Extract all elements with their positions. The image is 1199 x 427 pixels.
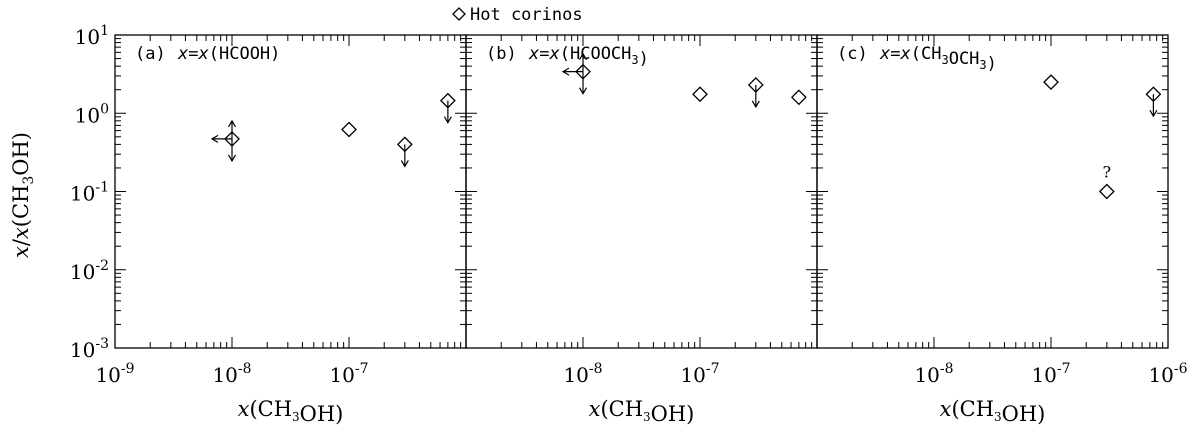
y-tick-label: 10-2 (70, 258, 109, 284)
plot-frame (114, 34, 467, 349)
data-point (1043, 74, 1059, 91)
diamond-marker (1098, 183, 1115, 200)
x-tick-label: 10-7 (329, 361, 368, 387)
x-tick-label: 10-6 (1148, 361, 1187, 387)
y-tick-label: 101 (75, 23, 109, 49)
panels-group: 10-9 10-8 10-7 10-3 10-2 10-1 100 101 x(CH3OH) (a… (70, 23, 1188, 426)
y-tick-label: 100 (75, 101, 109, 127)
up-arrowhead (578, 52, 588, 60)
down-arrowhead (578, 87, 588, 95)
panel-title: x=x(HCOOH) (177, 44, 280, 64)
x-tick-label: 10-9 (95, 361, 134, 387)
plot-frame (816, 34, 1169, 349)
data-point (1145, 86, 1162, 118)
panel-label: (c) (837, 44, 868, 64)
data-point (790, 89, 807, 106)
left-arrowhead (210, 134, 219, 143)
up-arrowhead (227, 119, 237, 128)
data-point (692, 86, 708, 103)
y-axis-label: x/x(CH3OH) (9, 132, 37, 258)
data-point: ? (1098, 163, 1115, 200)
x-axis-label: x(CH3OH) (238, 397, 344, 426)
legend: Hot corinos (452, 5, 583, 25)
y-tick-label: 10-3 (70, 336, 109, 362)
panel-title: x=x(CH3OCH3) (879, 44, 997, 74)
plot-frame (465, 34, 818, 349)
diamond-marker (1043, 74, 1059, 91)
panel-label: (b) (486, 44, 517, 64)
x-tick-label: 10-7 (1031, 361, 1070, 387)
panel-a: 10-9 10-8 10-7 10-3 10-2 10-1 100 101 x(CH3OH) (a… (70, 23, 467, 426)
x-axis-label: x(CH3OH) (589, 397, 695, 426)
down-arrowhead (751, 100, 760, 109)
legend-diamond-marker (452, 7, 466, 21)
down-arrowhead (443, 116, 452, 124)
down-arrowhead (227, 154, 237, 163)
x-tick-label: 10-8 (914, 361, 953, 387)
data-point (439, 92, 456, 124)
x-tick-label: 10-8 (212, 361, 251, 387)
data-point (210, 119, 240, 163)
svg-text:x/x(CH3OH): x/x(CH3OH) (9, 132, 37, 258)
x-axis-label: x(CH3OH) (940, 397, 1046, 426)
diamond-marker (692, 86, 708, 103)
panel-label: (a) (135, 44, 166, 64)
legend-label: Hot corinos (470, 5, 583, 25)
data-point (561, 52, 591, 95)
y-tick-label: 10-1 (70, 180, 109, 206)
panel-title: x=x(HCOOCH3) (528, 44, 649, 69)
down-arrowhead (1149, 109, 1158, 118)
panel-b: 10-8 10-7 x(CH3OH) (b) x=x(HCOOCH3) (465, 34, 818, 426)
x-tick-label: 10-7 (680, 361, 719, 387)
diamond-marker (341, 121, 357, 138)
left-arrowhead (561, 67, 570, 76)
diamond-marker (790, 89, 807, 106)
down-arrowhead (400, 160, 409, 168)
x-tick-label: 10-8 (563, 361, 602, 387)
data-point (396, 136, 413, 168)
panel-c: 10-8 10-7 10-6 x(CH3OH) (c) x=x(CH3OCH3)? (816, 34, 1188, 426)
data-point (747, 77, 764, 109)
data-point (341, 121, 357, 138)
point-annotation: ? (1103, 163, 1112, 182)
